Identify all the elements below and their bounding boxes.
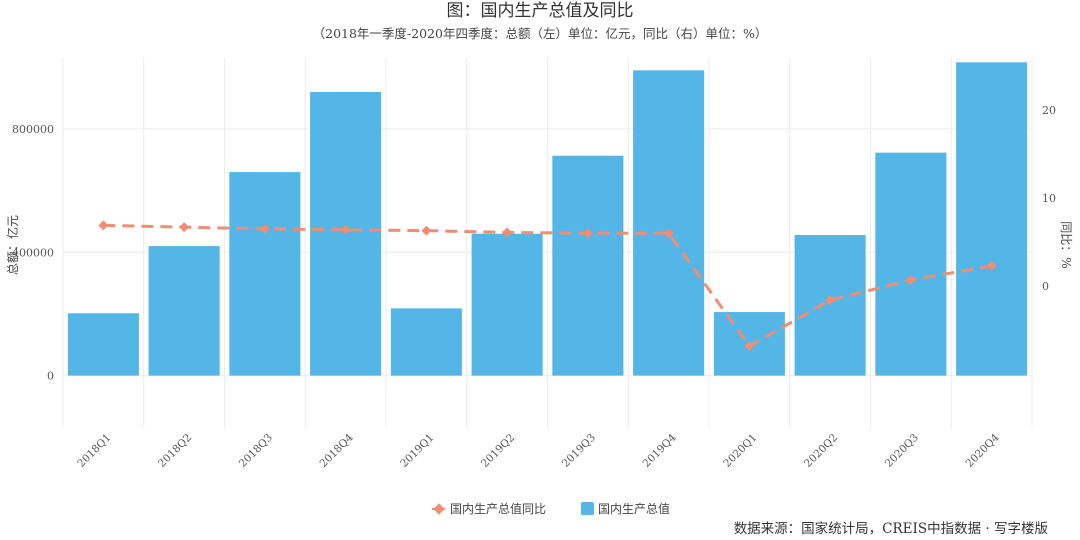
- line-point: [502, 227, 513, 238]
- source-note: 数据来源：国家统计局，CREIS中指数据 · 写字楼版: [734, 520, 1048, 537]
- line-point: [340, 224, 351, 235]
- y2-axis-label: 同比：%: [1059, 221, 1073, 268]
- x-tick-label: 2018Q2: [156, 432, 194, 470]
- x-tick-label: 2020Q4: [964, 431, 1002, 469]
- left-axis-ticks: 0 400000 800000: [12, 123, 54, 383]
- line-point: [825, 295, 836, 306]
- bar: [875, 152, 947, 376]
- line-point: [421, 225, 432, 236]
- legend-item-line: 国内生产总值同比: [432, 501, 546, 516]
- bar: [552, 155, 624, 376]
- bar: [633, 70, 705, 376]
- chart-title: 图：国内生产总值及同比: [447, 1, 634, 21]
- y2-tick-label: 10: [1042, 192, 1056, 205]
- x-tick-label: 2020Q1: [721, 432, 759, 470]
- x-axis-ticks: 2018Q1 2018Q2 2018Q3 2018Q4 2019Q1 2019Q2 2019…: [75, 431, 1002, 469]
- y2-tick-label: 20: [1042, 104, 1056, 117]
- legend: 国内生产总值同比 国内生产总值: [432, 501, 670, 516]
- legend-line-marker: [433, 503, 445, 515]
- line-point: [905, 275, 916, 285]
- bar-series: [67, 62, 1028, 376]
- legend-item-bar: 国内生产总值: [581, 501, 670, 516]
- x-tick-label: 2018Q4: [318, 431, 356, 469]
- line-point: [179, 222, 190, 233]
- line-point: [582, 228, 593, 239]
- y-tick-label: 400000: [12, 246, 54, 259]
- line-point: [98, 220, 109, 231]
- x-tick-label: 2019Q1: [398, 432, 436, 470]
- bar: [148, 246, 220, 376]
- x-tick-label: 2018Q3: [237, 432, 275, 470]
- grid: [62, 58, 1033, 428]
- right-axis-ticks: 0 10 20: [1042, 104, 1056, 293]
- legend-line-label: 国内生产总值同比: [450, 501, 546, 516]
- x-tick-label: 2019Q3: [560, 432, 598, 470]
- bar: [956, 62, 1028, 376]
- x-tick-label: 2020Q3: [883, 432, 921, 470]
- bar: [390, 308, 462, 376]
- x-tick-label: 2020Q2: [802, 432, 840, 470]
- y-tick-label: 0: [47, 370, 54, 383]
- y-axis-label: 总额：亿元: [5, 215, 20, 275]
- line-point: [663, 228, 674, 239]
- x-tick-label: 2018Q1: [75, 432, 113, 470]
- y2-tick-label: 0: [1042, 280, 1049, 293]
- line-path: [103, 223, 992, 348]
- bar: [471, 233, 543, 376]
- x-tick-label: 2019Q4: [641, 431, 679, 469]
- legend-bar-swatch: [581, 502, 594, 515]
- chart-subtitle: （2018年一季度-2020年四季度：总额（左）单位：亿元，同比（右）单位：%）: [313, 26, 768, 41]
- bar: [229, 172, 301, 376]
- y-tick-label: 800000: [12, 123, 54, 136]
- x-tick-label: 2019Q2: [479, 432, 517, 470]
- line-point: [259, 223, 270, 234]
- legend-bar-label: 国内生产总值: [598, 501, 670, 516]
- line-series: [98, 220, 997, 352]
- line-point: [986, 260, 997, 271]
- bar: [794, 234, 866, 376]
- line-point: [744, 341, 755, 352]
- bar: [67, 313, 139, 376]
